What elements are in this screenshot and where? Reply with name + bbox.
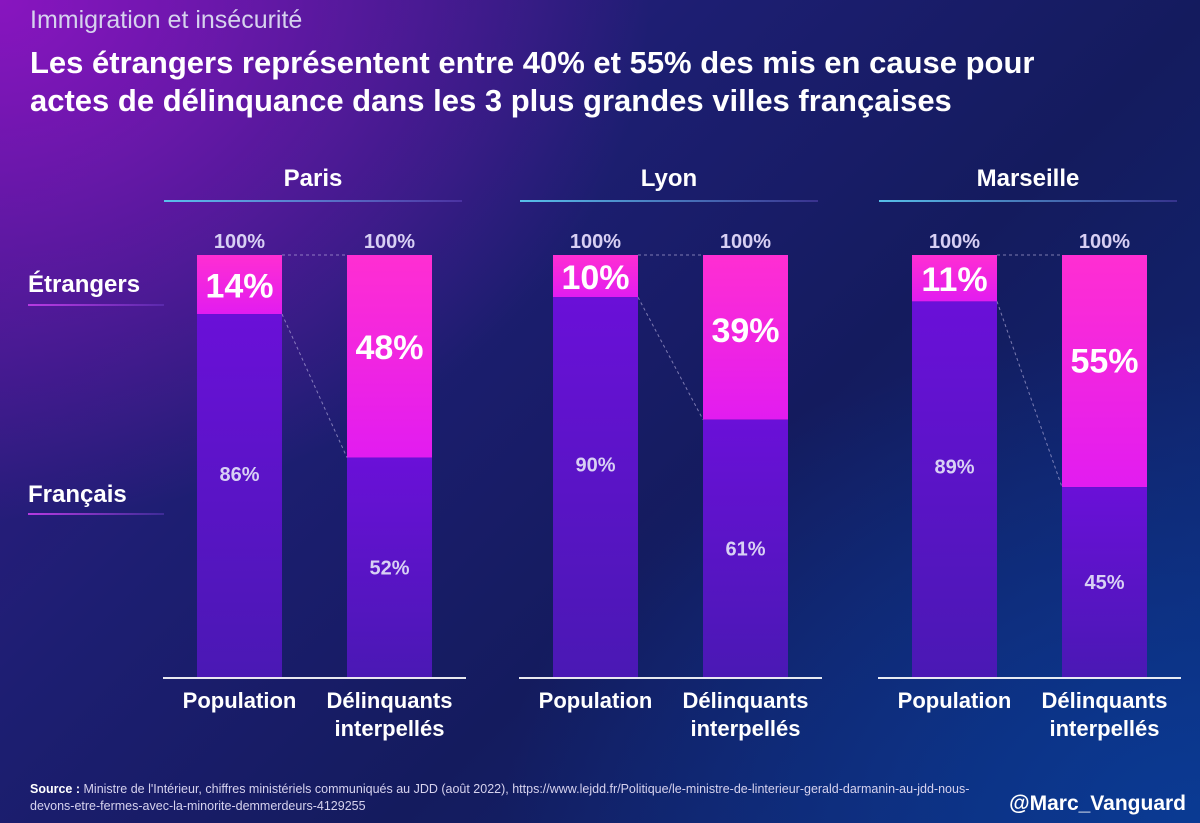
bar-lyon-delinquants-etrangers — [703, 255, 788, 420]
author-handle: @Marc_Vanguard — [1009, 792, 1186, 815]
category-label-paris-delinquants: Délinquants interpellés — [327, 688, 453, 741]
city-title-marseille: Marseille — [976, 165, 1080, 192]
source-label: Source : — [30, 782, 81, 796]
city-rule-marseille — [879, 200, 1177, 202]
city-rule-lyon — [520, 200, 818, 202]
label-marseille-population-etrangers: 11% — [921, 261, 987, 299]
chart-title-line-2: actes de délinquance dans les 3 plus gra… — [30, 83, 952, 118]
category-label-marseille-population: Population — [898, 688, 1012, 713]
category-label-marseille-delinquants: Délinquants interpellés — [1042, 688, 1168, 741]
total-label-marseille-delinquants: 100% — [1079, 231, 1130, 253]
city-rule-paris — [164, 200, 462, 202]
connector-boundary-lyon — [637, 296, 704, 420]
label-marseille-delinquants-francais: 45% — [1084, 572, 1124, 594]
city-title-lyon: Lyon — [640, 165, 698, 192]
bar-paris-population-francais — [197, 314, 282, 677]
label-lyon-delinquants-francais: 61% — [725, 538, 765, 560]
connector-boundary-paris — [281, 313, 348, 458]
category-label-lyon-delinquants: Délinquants interpellés — [683, 688, 809, 741]
label-lyon-population-francais: 90% — [575, 454, 615, 476]
total-label-paris-delinquants: 100% — [364, 231, 415, 253]
bar-paris-population-etrangers — [197, 255, 282, 315]
bar-marseille-delinquants-etrangers — [1062, 255, 1147, 488]
label-marseille-delinquants-etrangers: 55% — [1070, 342, 1138, 380]
bar-lyon-delinquants-francais — [703, 419, 788, 677]
bar-lyon-population-etrangers — [553, 255, 638, 298]
category-label-lyon-population: Population — [539, 688, 653, 713]
row-label-foreigners: Étrangers — [28, 271, 141, 298]
row-rule-foreigners — [28, 304, 164, 306]
chart-title: Les étrangers représentent entre 40% et … — [30, 44, 1180, 120]
bar-marseille-population-etrangers — [912, 255, 997, 302]
label-lyon-population-etrangers: 10% — [561, 259, 629, 297]
total-label-paris-population: 100% — [214, 231, 265, 253]
label-paris-population-etrangers: 14% — [205, 268, 273, 306]
bar-marseille-delinquants-francais — [1062, 487, 1147, 677]
label-lyon-delinquants-etrangers: 39% — [711, 312, 779, 350]
total-label-marseille-population: 100% — [929, 231, 980, 253]
label-paris-delinquants-francais: 52% — [369, 557, 409, 579]
label-marseille-population-francais: 89% — [934, 457, 974, 479]
bar-lyon-population-francais — [553, 297, 638, 677]
source-text: Ministre de l'Intérieur, chiffres minist… — [30, 782, 970, 813]
bar-paris-delinquants-francais — [347, 457, 432, 677]
label-paris-delinquants-etrangers: 48% — [355, 329, 423, 367]
chart-title-line-1: Les étrangers représentent entre 40% et … — [30, 45, 1035, 80]
source-note: Source : Ministre de l'Intérieur, chiffr… — [30, 781, 990, 815]
total-label-lyon-population: 100% — [570, 231, 621, 253]
bar-marseille-population-francais — [912, 301, 997, 677]
row-rule-french — [28, 513, 164, 515]
city-title-paris: Paris — [283, 165, 343, 192]
total-label-lyon-delinquants: 100% — [720, 231, 771, 253]
connector-boundary-marseille — [996, 301, 1063, 488]
row-label-french: Français — [28, 481, 127, 508]
bar-paris-delinquants-etrangers — [347, 255, 432, 458]
chart-kicker: Immigration et insécurité — [30, 6, 303, 34]
label-paris-population-francais: 86% — [219, 464, 259, 486]
category-label-paris-population: Population — [183, 688, 297, 713]
